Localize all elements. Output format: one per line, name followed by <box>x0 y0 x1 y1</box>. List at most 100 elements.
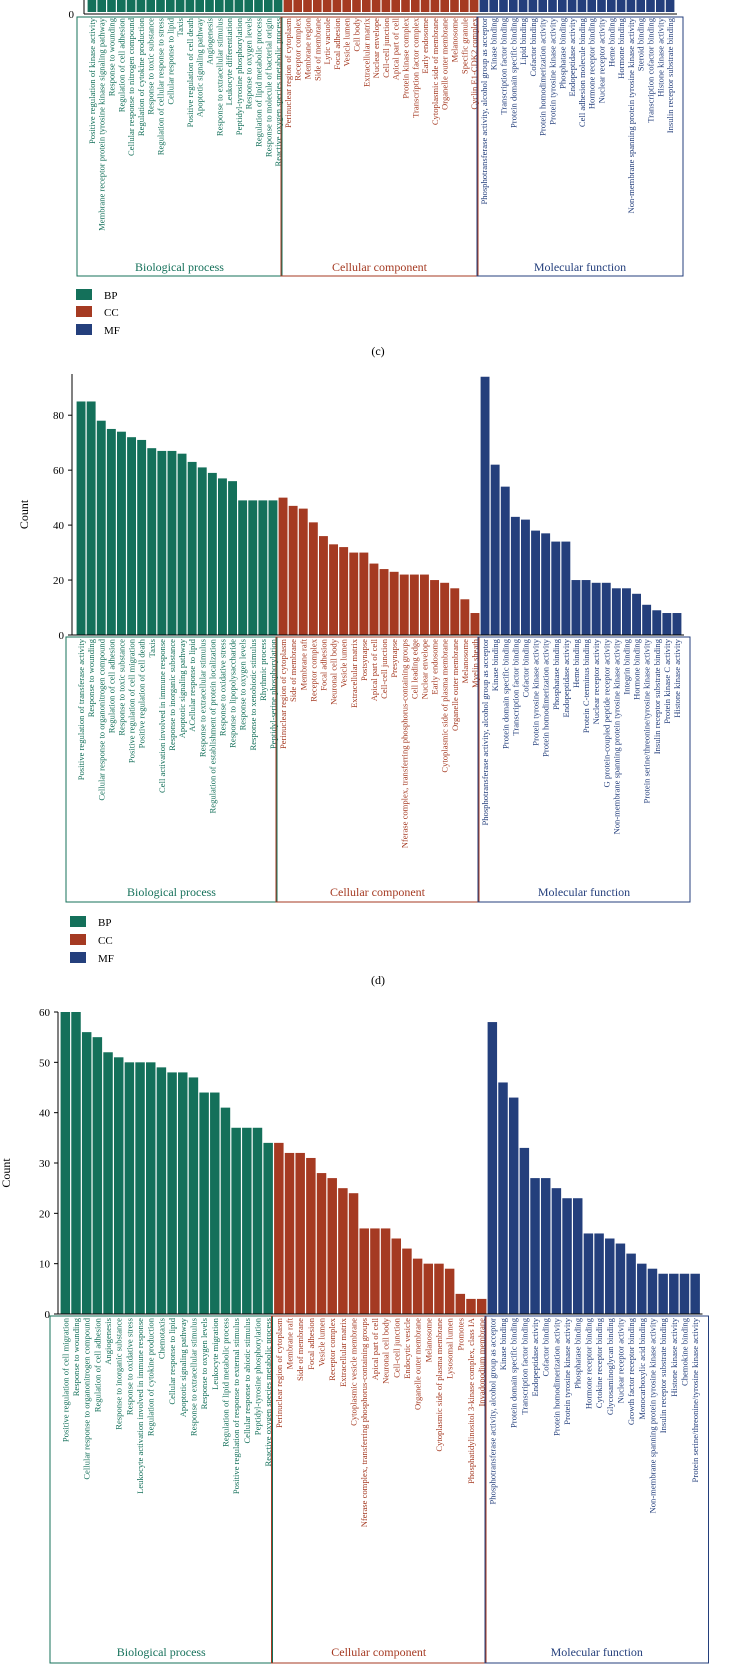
bar-bp-apoptotic-signaling-pathway <box>195 0 204 12</box>
category-label-bp-response-to-oxygen-levels: Response to oxygen levels <box>238 638 248 730</box>
bar-mf-protein-domain-specific-binding <box>500 486 510 635</box>
bar-cc-extracellular-matrix <box>362 0 371 12</box>
bar-bp-positive-regulation-of-kinase-activity <box>87 0 97 12</box>
bar-mf-non-membrane-spanning-protein-tyrosine-kinase-activity <box>647 1268 658 1314</box>
bar-cc-receptor-complex <box>308 522 318 635</box>
bar-cc-focal-adhesion <box>319 536 328 635</box>
bar-cc-myelin-sheath <box>470 613 480 635</box>
bar-mf-protein-homodimerization-activity <box>551 1188 562 1314</box>
category-label-bp-regulation-of-cell-adhesion: Regulation of cell adhesion <box>92 1317 102 1412</box>
category-label-bp-apoptotic-signaling-pathway: Apoptotic signaling pathway <box>195 17 205 117</box>
category-label-mf-histone-kinase-activity: Histone kinase activity <box>669 1317 679 1396</box>
bar-cc-melanosome <box>460 599 470 635</box>
category-label-cc-phosphatidylinositol-3-kinase-complex-class-ia: Phosphatidylinositol 3-kinase complex, c… <box>466 1317 476 1484</box>
chart-panel-1: Positive regulation of kinase activity Me… <box>69 0 684 358</box>
category-label-bp-cellular-response-to-lipid: Cellular response to lipid <box>167 1317 177 1404</box>
bar-cc-extracellular-matrix <box>349 552 359 635</box>
category-label-bp-cell-activation-involved-in-immune-response: Cell activation involved in immune respo… <box>157 639 167 793</box>
legend-swatch-bp <box>76 289 92 300</box>
category-label-cc-nuclear-envelope: Nuclear envelope <box>419 639 429 700</box>
category-label-cc-cell-cell-junction: Cell-cell junction <box>391 1317 401 1378</box>
bar-bp-positive-regulation-of-transferase-activity <box>76 401 86 635</box>
bar-bp-cellular-response-to-abiotic-stimulus <box>242 1127 252 1314</box>
bar-bp-positive-regulation-of-cell-migration <box>60 1012 71 1314</box>
category-label-mf-non-membrane-spanning-protein-tyrosine-kinase-activity: Non-membrane spanning protein tyrosine k… <box>626 17 636 213</box>
bar-bp-response-to-toxic-substance <box>117 431 126 635</box>
bar-bp-reactive-oxygen-species-metabolic-process <box>263 1142 273 1314</box>
category-label-cc-organelle-outer-membrane: Organelle outer membrane <box>450 639 460 731</box>
bar-mf-protein-tyrosine-kinase-activity <box>548 0 557 12</box>
category-label-mf-protein-tyrosine-kinase-activity: Protein tyrosine kinase activity <box>562 1317 572 1424</box>
bar-mf-hormone-binding <box>632 593 641 635</box>
bar-mf-insulin-receptor-substrate-binding <box>665 0 675 12</box>
category-label-bp-response-to-extracellular-stimulus: Response to extracellular stimulus <box>197 638 207 757</box>
bar-cc-apical-part-of-cell <box>370 1228 380 1314</box>
category-label-bp-leukocyte-differentiation: Leukocyte differentiation <box>224 17 234 105</box>
bar-cc-postsynapse <box>359 552 369 635</box>
bar-cc-vesicle-lumen <box>316 1173 327 1314</box>
legend-swatch-cc <box>70 934 86 945</box>
bar-cc-vesicle-lumen <box>339 547 349 635</box>
category-label-cc-early-endosome: Early endosome <box>420 18 430 74</box>
bar-bp-cell-activation-involved-in-immune-response <box>157 450 167 635</box>
category-label-mf-transcription-factor-binding: Transcription factor binding <box>519 1317 529 1414</box>
bar-cc-focal-adhesion <box>332 0 342 12</box>
category-label-cc-lysosomal-lumen: Lysosomal lumen <box>445 1317 455 1379</box>
category-label-mf-insulin-receptor-substrate-binding: Insulin receptor substrate binding <box>658 1317 668 1433</box>
y-tick-label: 40 <box>53 520 65 532</box>
category-label-cc-promotes: Promotes <box>455 1317 465 1350</box>
bar-cc-cell-body <box>352 0 361 12</box>
category-label-mf-protein-serine-threonine-tyrosine-kinase-activity: Protein serine/threonine/tyrosine kinase… <box>690 1317 700 1482</box>
bar-mf-heme-binding <box>571 580 581 635</box>
category-label-cc-apical-part-of-cell: Apical part of cell <box>370 1317 380 1380</box>
bar-mf-hormone-binding <box>616 0 626 12</box>
bar-cc-transcription-factor-complex <box>411 0 420 12</box>
group-box-cc <box>280 16 479 277</box>
category-label-mf-phosphatase-binding: Phosphatase binding <box>557 17 567 89</box>
bar-mf-histone-kinase-activity <box>656 0 665 12</box>
category-label-mf-histone-kinase-activity: Histone kinase activity <box>655 17 665 96</box>
bar-bp-regulation-of-cell-adhesion <box>106 428 116 635</box>
bar-cc-membrane-raft <box>298 508 308 635</box>
bar-cc-early-endosome <box>430 580 439 635</box>
category-label-cc-cytoplasmic-side-of-membrane: Cytoplasmic side of membrane <box>430 18 440 125</box>
bar-mf-non-membrane-spanning-protein-tyrosine-kinase-activity <box>611 588 621 635</box>
category-label-cc-organelle-outer-membrane: Organelle outer membrane <box>413 1318 423 1410</box>
category-label-mf-insulin-receptor-substrate-binding: Insulin receptor substrate binding <box>652 638 662 754</box>
bar-cc-endocytic-vesicle <box>402 1248 412 1314</box>
bar-mf-transcription-factor-binding <box>510 516 520 635</box>
category-label-mf-transcription-factor-binding: Transcription factor binding <box>510 638 520 735</box>
category-label-cc-side-of-membrane: Side of membrane <box>288 639 298 702</box>
bar-mf-protein-domain-specific-binding <box>508 1097 519 1314</box>
legend-label-cc: CC <box>104 307 119 319</box>
category-label-bp-response-to-wounding: Response to wounding <box>71 1317 81 1396</box>
category-label-bp-apoptotic-signaling-pathway: Apoptotic signaling pathway <box>177 638 187 738</box>
category-label-mf-non-membrane-spanning-protein-tyrosine-kinase-activity: Non-membrane spanning protein tyrosine k… <box>611 638 621 834</box>
category-label-bp-response-to-molecule-of-bacterial-origin: Response to molecule of bacterial origin <box>263 17 273 157</box>
bar-cc-early-endosome <box>420 0 430 12</box>
category-label-cc-melanosome: Melanosome <box>423 1318 433 1363</box>
category-label-cc-melanosome: Melanosome <box>450 18 460 63</box>
category-label-cc-neuronal-cell-body: Neuronal cell body <box>381 1317 391 1384</box>
category-label-bp-acellular-response-to-lipid: ACellular response to lipid <box>187 638 197 732</box>
bar-bp-cellular-response-to-organonitrogen-compound <box>81 1032 92 1314</box>
category-label-cc-nferase-complex-transferring-phosphorus-containing-groups: Nferase complex, transferring phosphorus… <box>399 638 409 848</box>
category-label-mf-phosphotransferase-activity-alcohol-group-as-acceptor: Phosphotransferase activity, alcohol gro… <box>487 1318 497 1505</box>
category-label-bp-regulation-of-cell-adhesion: Regulation of cell adhesion <box>116 17 126 112</box>
bar-mf-hormone-receptor-binding <box>583 1233 594 1314</box>
category-label-cc-apical-part-of-cell: Apical part of cell <box>369 638 379 701</box>
bar-bp-response-to-oxidative-stress <box>124 1062 135 1314</box>
category-label-mf-steroid-binding: Steroid binding <box>636 17 646 71</box>
legend-label-mf: MF <box>98 953 114 965</box>
bar-cc-cell-cell-junction <box>379 569 389 635</box>
category-label-bp-regulation-of-cytokine-production: Regulation of cytokine production <box>146 1317 156 1436</box>
bar-mf-protein-homodimerization-activity <box>541 533 551 635</box>
bar-mf-transcription-cofactor-binding <box>646 0 655 12</box>
bar-cc-cytoplasmic-vesicle-membrane <box>348 1193 359 1314</box>
bar-bp-response-to-wounding <box>107 0 116 12</box>
category-label-bp-reactive-oxygen-species-metabolic-process: Reactive oxygen species metabolic proces… <box>273 17 283 166</box>
legend-label-bp: BP <box>104 290 117 302</box>
category-label-bp-rhythmic-process: Rhythmic process <box>258 638 268 700</box>
bar-bp-positive-regulation-of-cell-death <box>137 439 147 635</box>
category-label-cc-early-endosome: Early endosome <box>430 639 440 695</box>
